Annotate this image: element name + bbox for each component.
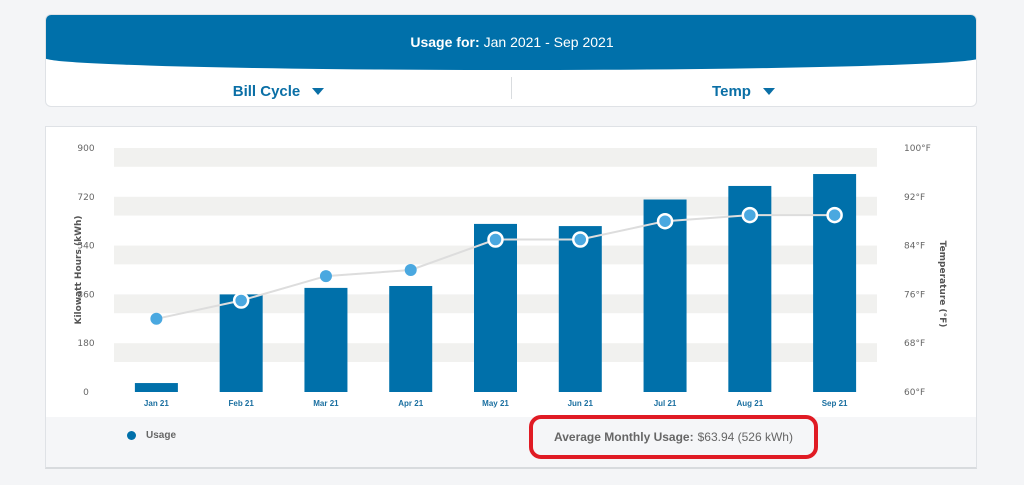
y-axis-tick: 0 [83, 388, 89, 398]
y2-axis-tick: 84°F [904, 242, 925, 252]
temperature-point[interactable] [572, 231, 589, 248]
selector-divider [511, 77, 512, 99]
x-axis-tick: Jan 21 [144, 399, 169, 408]
temperature-point[interactable] [404, 264, 417, 276]
usage-period-banner: Usage for: Jan 2021 - Sep 2021 [46, 15, 976, 70]
y-axis-label: Kilowatt Hours (kWh) [74, 215, 84, 324]
average-monthly-usage: Average Monthly Usage: $63.94 (526 kWh) [529, 415, 818, 459]
y2-axis-label: Temperature (°F) [937, 241, 947, 328]
y-axis-tick: 900 [77, 144, 94, 154]
y-axis-tick: 540 [77, 242, 94, 252]
x-axis-tick: Apr 21 [398, 399, 423, 408]
bill-cycle-dropdown[interactable]: Bill Cycle [46, 75, 511, 106]
usage-period-label: Usage for: [410, 34, 480, 50]
usage-legend-marker-icon [127, 431, 136, 440]
chart-legend[interactable]: Usage [127, 430, 176, 441]
usage-bar[interactable] [474, 223, 517, 392]
temp-label: Temp [712, 82, 751, 100]
y-axis-tick: 180 [77, 339, 94, 349]
chevron-down-icon [762, 87, 775, 95]
x-axis-tick: May 21 [482, 399, 509, 408]
y-axis-tick: 360 [77, 290, 94, 300]
usage-chart: 0 180 360 540 720 900 60°F 68°F 76°F 84°F 92°F 100°… [74, 144, 947, 408]
y2-axis-tick: 92°F [904, 193, 925, 203]
bill-cycle-label: Bill Cycle [232, 82, 301, 100]
usage-period-range: Jan 2021 - Sep 2021 [483, 34, 614, 50]
temperature-point[interactable] [741, 206, 759, 224]
y2-axis-tick: 100°F [904, 144, 931, 154]
grid-band [114, 148, 877, 167]
temperature-point[interactable] [232, 292, 250, 309]
temperature-point[interactable] [487, 231, 504, 248]
usage-bar[interactable] [389, 285, 433, 392]
x-axis-tick: Aug 21 [736, 399, 763, 408]
x-axis-tick: Mar 21 [313, 399, 339, 408]
usage-header-card: Usage for: Jan 2021 - Sep 2021 Bill Cycl… [45, 14, 977, 107]
temperature-point[interactable] [826, 206, 843, 224]
x-axis-tick: Feb 21 [228, 399, 254, 408]
y2-axis-tick: 68°F [904, 339, 925, 349]
x-axis-tick: Jul 21 [654, 399, 677, 408]
average-usage-label: Average Monthly Usage: [554, 430, 694, 444]
usage-bar[interactable] [813, 174, 857, 392]
usage-bar[interactable] [304, 287, 348, 392]
usage-bar[interactable] [134, 383, 178, 392]
usage-chart-card: 0 180 360 540 720 900 60°F 68°F 76°F 84°F 92°F 100°… [45, 126, 977, 469]
usage-bar[interactable] [643, 199, 687, 392]
usage-legend-label: Usage [146, 430, 177, 441]
y2-axis-tick: 60°F [904, 388, 925, 398]
temperature-point[interactable] [319, 270, 332, 283]
chevron-down-icon [312, 87, 325, 95]
view-selectors: Bill Cycle Temp [46, 75, 976, 106]
temperature-point[interactable] [150, 312, 163, 325]
y-axis-tick: 720 [77, 193, 94, 203]
x-axis-tick: Jun 21 [568, 399, 594, 408]
x-axis-tick: Sep 21 [822, 399, 848, 408]
usage-bar[interactable] [219, 294, 263, 392]
temp-dropdown[interactable]: Temp [511, 75, 976, 106]
chart-footer [46, 417, 976, 467]
y2-axis-tick: 76°F [904, 290, 925, 300]
average-usage-value: $63.94 (526 kWh) [697, 430, 793, 444]
temperature-point[interactable] [656, 212, 674, 230]
usage-bar[interactable] [558, 226, 602, 392]
